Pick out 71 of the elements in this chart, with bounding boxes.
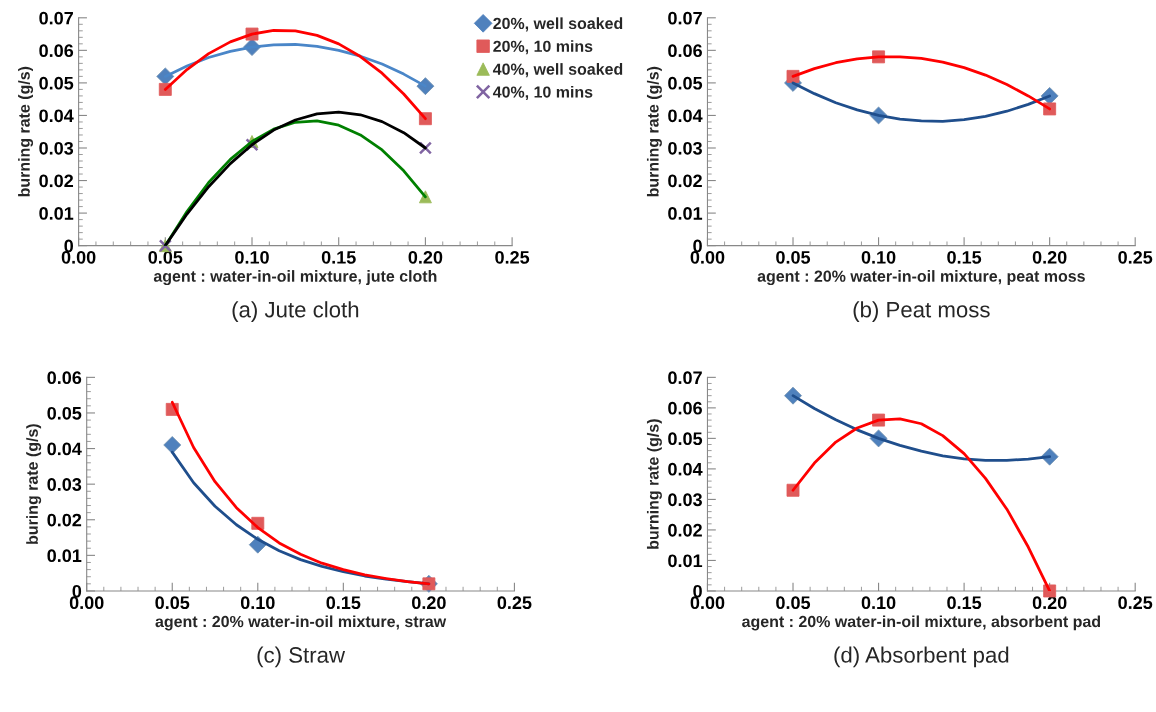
y-tick-label: 0.03 bbox=[47, 478, 82, 491]
y-tick-label: 0.02 bbox=[47, 513, 82, 527]
y-tick-label: 0.06 bbox=[39, 44, 74, 58]
x-tick-label: 0.15 bbox=[321, 250, 356, 264]
x-tick-label: 0.00 bbox=[690, 250, 725, 264]
y-tick-label: 0.01 bbox=[39, 207, 74, 220]
x-tick-label: 0.15 bbox=[326, 596, 361, 610]
y-tick-label: 0.02 bbox=[39, 174, 74, 188]
x-tick-label: 0.05 bbox=[776, 250, 811, 264]
y-tick-label: 0.04 bbox=[668, 462, 703, 476]
y-axis-title: burning rate (g/s) bbox=[646, 66, 662, 197]
y-axis-title: burning rate (g/s) bbox=[646, 419, 662, 549]
y-tick-label: 0.04 bbox=[39, 109, 74, 123]
x-axis-title: agent : 20% water-in-oil mixture, absorbent pad bbox=[742, 615, 1101, 631]
y-tick-label: 0.03 bbox=[668, 493, 702, 507]
legend-label: 40%, well soaked bbox=[492, 63, 623, 78]
y-tick-label: 0 bbox=[693, 239, 702, 253]
x-tick-label: 0.25 bbox=[495, 250, 530, 264]
legend-label: 20%, 10 mins bbox=[493, 40, 593, 55]
x-axis-title: agent : 20% water-in-oil mixture, peat moss bbox=[757, 270, 1085, 286]
y-tick-label: 0.01 bbox=[47, 549, 82, 563]
y-tick-label: 0.04 bbox=[668, 109, 703, 123]
y-tick-label: 0.05 bbox=[39, 76, 74, 90]
y-tick-label: 0.01 bbox=[668, 554, 703, 568]
y-tick-label: 0.03 bbox=[668, 141, 702, 155]
text: (b) Peat moss bbox=[853, 301, 990, 322]
y-tick-label: 0.05 bbox=[668, 76, 703, 90]
y-tick-label: 0.05 bbox=[668, 432, 703, 446]
x-tick-label: 0.25 bbox=[1118, 596, 1153, 610]
legend-label: 20%, well soaked bbox=[493, 17, 623, 32]
x-tick-label: 0.05 bbox=[776, 596, 811, 610]
y-tick-label: 0.07 bbox=[39, 11, 73, 25]
y-tick-label: 0.06 bbox=[668, 401, 702, 415]
x-tick-label: 0.20 bbox=[1032, 250, 1067, 264]
x-tick-label: 0.10 bbox=[861, 596, 896, 610]
y-tick-label: 0 bbox=[693, 584, 702, 598]
y-tick-label: 0.02 bbox=[668, 174, 702, 188]
text: (d) Absorbent pad bbox=[834, 646, 1009, 668]
y-tick-label: 0.07 bbox=[668, 11, 702, 25]
x-tick-label: 0.25 bbox=[1118, 250, 1153, 264]
x-tick-label: 0.10 bbox=[861, 250, 896, 264]
y-tick-label: 0.05 bbox=[47, 406, 82, 420]
x-tick-label: 0.20 bbox=[408, 250, 443, 264]
x-axis-title: agent : water-in-oil mixture, jute cloth bbox=[153, 270, 437, 286]
x-tick-label: 0.00 bbox=[61, 250, 96, 264]
text: (a) Jute cloth bbox=[232, 301, 359, 322]
y-tick-label: 0 bbox=[72, 584, 82, 598]
x-tick-label: 0.15 bbox=[947, 250, 982, 264]
y-tick-label: 0.07 bbox=[668, 371, 702, 385]
text: (c) Straw bbox=[257, 646, 346, 668]
x-tick-label: 0.15 bbox=[947, 596, 982, 610]
x-tick-label: 0.00 bbox=[69, 596, 104, 610]
legend-label: 40%, 10 mins bbox=[492, 85, 593, 101]
x-tick-label: 0.05 bbox=[155, 596, 190, 610]
y-tick-label: 0.06 bbox=[47, 371, 82, 385]
y-axis-title: burning rate (g/s) bbox=[18, 66, 34, 197]
x-tick-label: 0.10 bbox=[235, 250, 269, 264]
x-tick-label: 0.05 bbox=[148, 250, 183, 264]
x-tick-label: 0.00 bbox=[690, 596, 725, 610]
x-tick-label: 0.25 bbox=[497, 596, 532, 610]
x-tick-label: 0.20 bbox=[412, 596, 446, 610]
x-axis-title: agent : 20% water-in-oil mixture, straw bbox=[155, 615, 447, 631]
y-tick-label: 0.02 bbox=[668, 523, 702, 537]
x-tick-label: 0.20 bbox=[1032, 596, 1067, 610]
x-tick-label: 0.10 bbox=[240, 596, 275, 610]
y-tick-label: 0.03 bbox=[39, 141, 74, 155]
y-tick-label: 0.01 bbox=[668, 207, 703, 220]
y-tick-label: 0.06 bbox=[668, 44, 702, 58]
y-axis-title: buring rate (g/s) bbox=[26, 424, 42, 544]
y-tick-label: 0.04 bbox=[47, 442, 82, 456]
y-tick-label: 0 bbox=[64, 239, 74, 253]
